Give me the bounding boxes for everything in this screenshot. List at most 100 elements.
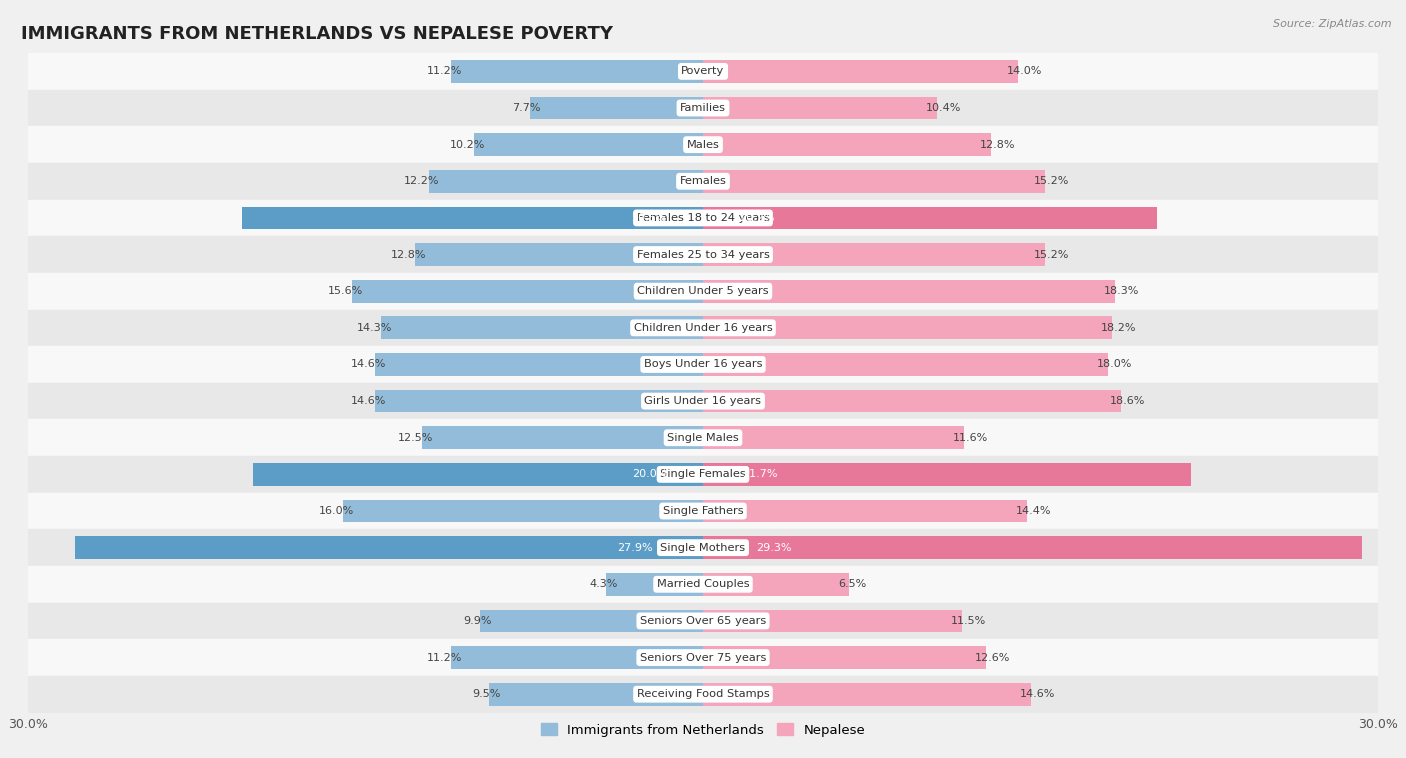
- Bar: [28, 163, 1378, 199]
- Bar: [76, 537, 703, 559]
- Text: Married Couples: Married Couples: [657, 579, 749, 589]
- Bar: [474, 133, 703, 156]
- Bar: [606, 573, 703, 596]
- Bar: [703, 60, 1018, 83]
- Text: 18.3%: 18.3%: [1104, 287, 1139, 296]
- Text: 9.5%: 9.5%: [472, 689, 501, 699]
- Text: 20.2%: 20.2%: [740, 213, 775, 223]
- Bar: [28, 53, 1378, 89]
- Bar: [703, 463, 1191, 486]
- Text: Families: Families: [681, 103, 725, 113]
- Bar: [381, 317, 703, 339]
- Text: 15.2%: 15.2%: [1033, 177, 1069, 186]
- Text: 12.6%: 12.6%: [976, 653, 1011, 662]
- Bar: [703, 317, 1112, 339]
- Bar: [28, 456, 1378, 493]
- Bar: [28, 309, 1378, 346]
- Text: 18.0%: 18.0%: [1097, 359, 1132, 369]
- Text: Single Fathers: Single Fathers: [662, 506, 744, 516]
- Bar: [703, 647, 987, 669]
- Bar: [374, 390, 703, 412]
- Text: 20.0%: 20.0%: [631, 469, 666, 479]
- Text: Females: Females: [679, 177, 727, 186]
- Text: Receiving Food Stamps: Receiving Food Stamps: [637, 689, 769, 699]
- Text: Single Mothers: Single Mothers: [661, 543, 745, 553]
- Bar: [242, 207, 703, 229]
- Bar: [28, 493, 1378, 529]
- Bar: [28, 419, 1378, 456]
- Text: 27.9%: 27.9%: [617, 543, 652, 553]
- Text: 12.8%: 12.8%: [391, 249, 426, 259]
- Text: 12.2%: 12.2%: [405, 177, 440, 186]
- Text: 15.6%: 15.6%: [328, 287, 363, 296]
- Bar: [489, 683, 703, 706]
- Text: Children Under 16 years: Children Under 16 years: [634, 323, 772, 333]
- Text: 10.2%: 10.2%: [450, 139, 485, 149]
- Bar: [451, 647, 703, 669]
- Bar: [28, 199, 1378, 236]
- Text: 14.3%: 14.3%: [357, 323, 392, 333]
- Bar: [28, 603, 1378, 639]
- Bar: [343, 500, 703, 522]
- Text: 14.0%: 14.0%: [1007, 67, 1042, 77]
- Bar: [703, 390, 1122, 412]
- Bar: [28, 566, 1378, 603]
- Legend: Immigrants from Netherlands, Nepalese: Immigrants from Netherlands, Nepalese: [536, 719, 870, 742]
- Bar: [703, 609, 962, 632]
- Bar: [530, 97, 703, 119]
- Text: 12.8%: 12.8%: [980, 139, 1015, 149]
- Text: IMMIGRANTS FROM NETHERLANDS VS NEPALESE POVERTY: IMMIGRANTS FROM NETHERLANDS VS NEPALESE …: [21, 25, 613, 43]
- Text: Girls Under 16 years: Girls Under 16 years: [644, 396, 762, 406]
- Text: 14.4%: 14.4%: [1015, 506, 1052, 516]
- Bar: [28, 127, 1378, 163]
- Bar: [28, 529, 1378, 566]
- Bar: [703, 427, 965, 449]
- Text: 18.6%: 18.6%: [1111, 396, 1146, 406]
- Text: 15.2%: 15.2%: [1033, 249, 1069, 259]
- Text: 11.6%: 11.6%: [953, 433, 988, 443]
- Text: Males: Males: [686, 139, 720, 149]
- Text: 12.5%: 12.5%: [398, 433, 433, 443]
- Bar: [703, 353, 1108, 376]
- Text: Seniors Over 75 years: Seniors Over 75 years: [640, 653, 766, 662]
- Bar: [703, 500, 1026, 522]
- Bar: [703, 170, 1045, 193]
- Bar: [703, 683, 1032, 706]
- Bar: [28, 273, 1378, 309]
- Text: 11.5%: 11.5%: [950, 616, 986, 626]
- Text: Poverty: Poverty: [682, 67, 724, 77]
- Bar: [28, 639, 1378, 676]
- Text: 10.4%: 10.4%: [925, 103, 962, 113]
- Bar: [703, 537, 1362, 559]
- Bar: [703, 97, 936, 119]
- Text: Source: ZipAtlas.com: Source: ZipAtlas.com: [1274, 19, 1392, 29]
- Bar: [703, 573, 849, 596]
- Text: Seniors Over 65 years: Seniors Over 65 years: [640, 616, 766, 626]
- Bar: [703, 207, 1157, 229]
- Bar: [28, 89, 1378, 127]
- Bar: [352, 280, 703, 302]
- Text: Boys Under 16 years: Boys Under 16 years: [644, 359, 762, 369]
- Bar: [429, 170, 703, 193]
- Bar: [703, 133, 991, 156]
- Bar: [28, 346, 1378, 383]
- Bar: [253, 463, 703, 486]
- Text: Single Males: Single Males: [666, 433, 740, 443]
- Bar: [451, 60, 703, 83]
- Text: 29.3%: 29.3%: [756, 543, 792, 553]
- Bar: [28, 383, 1378, 419]
- Bar: [28, 236, 1378, 273]
- Text: 4.3%: 4.3%: [589, 579, 617, 589]
- Text: 14.6%: 14.6%: [350, 359, 385, 369]
- Text: 14.6%: 14.6%: [1021, 689, 1056, 699]
- Text: 9.9%: 9.9%: [463, 616, 492, 626]
- Text: 7.7%: 7.7%: [513, 103, 541, 113]
- Bar: [374, 353, 703, 376]
- Text: 21.7%: 21.7%: [742, 469, 778, 479]
- Bar: [703, 243, 1045, 266]
- Bar: [703, 280, 1115, 302]
- Text: Children Under 5 years: Children Under 5 years: [637, 287, 769, 296]
- Bar: [422, 427, 703, 449]
- Text: 11.2%: 11.2%: [427, 67, 463, 77]
- Bar: [28, 676, 1378, 713]
